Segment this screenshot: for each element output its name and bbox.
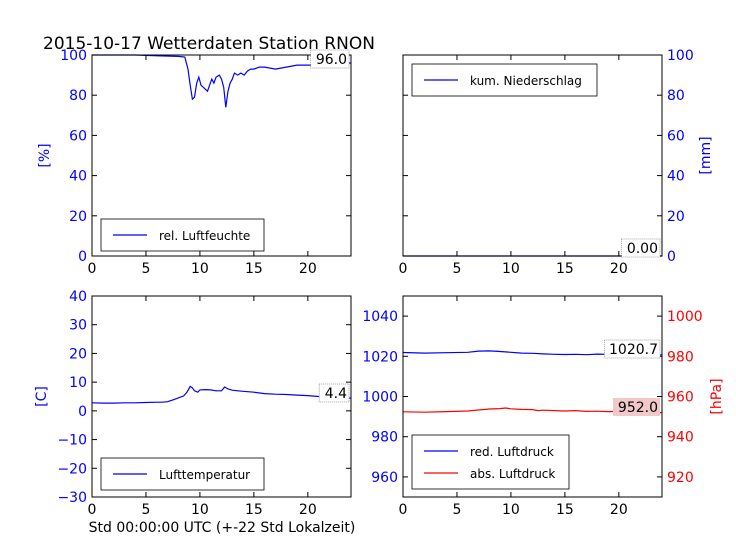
y-axis-label: [mm] bbox=[698, 136, 714, 174]
x-tick-label: 10 bbox=[191, 502, 209, 518]
x-tick-label: 20 bbox=[610, 502, 628, 518]
x-tick-label: 0 bbox=[88, 261, 97, 277]
x-tick-label: 15 bbox=[556, 261, 574, 277]
y-tick-label: 30 bbox=[69, 318, 87, 334]
y-tick-label: 980 bbox=[667, 349, 694, 365]
chart-temperature: 0 5 10 15 20 −30 −20 −10 0 10 20 30 40 [C] Lufttempera… bbox=[34, 289, 352, 518]
y-tick-label: 20 bbox=[69, 209, 87, 225]
x-tick-label: 5 bbox=[452, 261, 461, 277]
value-label: 952.0 bbox=[618, 400, 658, 416]
y-tick-label: 1000 bbox=[667, 309, 703, 325]
y-tick-label: 80 bbox=[69, 88, 87, 104]
y-tick-label: 40 bbox=[667, 169, 685, 185]
y-tick-label: 20 bbox=[667, 209, 685, 225]
chart-precipitation: 0 5 10 15 20 0 20 40 60 80 100 [mm] kum. Niederschla… bbox=[399, 48, 714, 277]
legend-label: rel. Luftfeuchte bbox=[159, 229, 250, 243]
y-tick-label: 920 bbox=[667, 470, 694, 486]
x-tick-label: 10 bbox=[502, 502, 520, 518]
y-tick-label: 40 bbox=[69, 169, 87, 185]
legend-label: abs. Luftdruck bbox=[470, 467, 555, 481]
value-label-box bbox=[310, 49, 350, 69]
y-tick-label: −10 bbox=[57, 433, 87, 449]
x-tick-label: 20 bbox=[610, 261, 628, 277]
x-tick-label: 15 bbox=[245, 261, 263, 277]
y-tick-label: 960 bbox=[371, 470, 398, 486]
y-tick-label: 1020 bbox=[362, 349, 398, 365]
value-label: 0.00 bbox=[627, 241, 658, 257]
x-tick-label: 20 bbox=[299, 261, 317, 277]
series-line bbox=[91, 385, 352, 404]
y-axis-label: [%] bbox=[37, 143, 53, 167]
y-tick-label: −20 bbox=[57, 461, 87, 477]
value-label: 4.4 bbox=[325, 386, 347, 402]
y-tick-label: 100 bbox=[667, 48, 694, 64]
legend-box bbox=[411, 434, 570, 490]
x-tick-label: 0 bbox=[399, 261, 408, 277]
x-tick-label: 10 bbox=[191, 261, 209, 277]
value-label: 96.0 bbox=[316, 52, 347, 68]
figure-xlabel: Std 00:00:00 UTC (+-22 Std Lokalzeit) bbox=[89, 520, 356, 536]
y-tick-label: 940 bbox=[667, 430, 694, 446]
chart-pressure: 0 5 10 15 20 960 980 1000 1020 1040 920 940 960 980 10… bbox=[362, 295, 725, 518]
x-tick-label: 5 bbox=[452, 502, 461, 518]
x-tick-label: 0 bbox=[88, 502, 97, 518]
legend-label: kum. Niederschlag bbox=[470, 74, 582, 88]
plot-frame bbox=[402, 54, 663, 257]
y-tick-label: 960 bbox=[667, 390, 694, 406]
x-tick-label: 15 bbox=[245, 502, 263, 518]
y-tick-label: 1040 bbox=[362, 309, 398, 325]
y-tick-label: 0 bbox=[78, 249, 87, 265]
x-tick-label: 15 bbox=[556, 502, 574, 518]
series-line bbox=[92, 54, 351, 108]
y-tick-label: −30 bbox=[57, 490, 87, 506]
y-tick-label: 80 bbox=[667, 88, 685, 104]
x-tick-label: 5 bbox=[141, 261, 150, 277]
value-label-box bbox=[604, 339, 661, 359]
y-axis-label: [C] bbox=[34, 386, 50, 407]
x-tick-label: 10 bbox=[502, 261, 520, 277]
y-axis-label: [hPa] bbox=[709, 378, 725, 414]
y-tick-label: 980 bbox=[371, 430, 398, 446]
y-tick-label: 20 bbox=[69, 346, 87, 362]
figure-title: 2015-10-17 Wetterdaten Station RNON bbox=[43, 34, 375, 54]
x-tick-label: 0 bbox=[399, 502, 408, 518]
value-label-box bbox=[621, 238, 661, 258]
plot-frame bbox=[91, 295, 352, 498]
x-tick-label: 20 bbox=[299, 502, 317, 518]
value-label-box bbox=[613, 398, 660, 416]
value-label: 1020.7 bbox=[609, 342, 658, 358]
x-tick-label: 5 bbox=[141, 502, 150, 518]
y-tick-label: 0 bbox=[78, 404, 87, 420]
y-tick-label: 100 bbox=[60, 48, 87, 64]
legend-label: Lufttemperatur bbox=[159, 468, 250, 482]
value-label-box bbox=[318, 383, 350, 403]
y-tick-label: 60 bbox=[69, 128, 87, 144]
y-tick-label: 1000 bbox=[362, 390, 398, 406]
plot-frame bbox=[91, 54, 352, 257]
chart-humidity: 0 5 10 15 20 0 20 40 60 80 100 [%] rel. Luftfeuchte 9… bbox=[37, 48, 352, 277]
y-tick-label: 40 bbox=[69, 289, 87, 305]
y-tick-label: 10 bbox=[69, 375, 87, 391]
legend-label: red. Luftdruck bbox=[470, 445, 554, 459]
y-tick-label: 0 bbox=[667, 249, 676, 265]
y-tick-label: 60 bbox=[667, 128, 685, 144]
